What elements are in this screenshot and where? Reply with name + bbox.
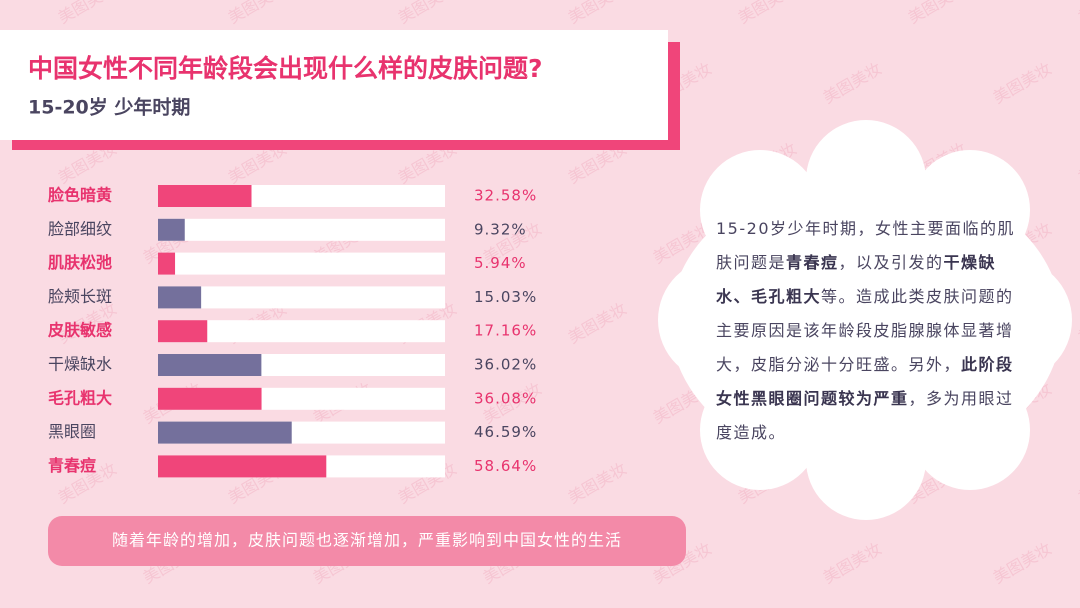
bar (158, 354, 262, 376)
watermark: 美图美妆 (820, 59, 885, 107)
value-label: 36.02% (474, 356, 537, 374)
bar-track (158, 320, 445, 343)
footer-banner (48, 516, 686, 566)
bar (158, 252, 176, 275)
watermark: 美图美妆 (565, 299, 630, 347)
bar (158, 455, 327, 478)
watermark: 美图美妆 (905, 0, 970, 27)
bar-track (158, 286, 445, 309)
subtitle: 15-20岁 少年时期 (28, 96, 190, 119)
watermark: 美图美妆 (55, 0, 120, 27)
description-text: 等。造成此类皮肤问题的主要原因是该年龄段皮脂腺腺体显著增大，皮脂分泌十分旺盛。另… (716, 287, 1014, 374)
value-label: 36.08% (474, 389, 537, 407)
description-emphasis: 青春痘 (786, 253, 839, 272)
category-label: 脸色暗黄 (48, 186, 112, 205)
header-box (0, 30, 668, 140)
category-label: 肌肤松弛 (48, 253, 112, 272)
value-label: 5.94% (474, 254, 527, 272)
category-label: 干燥缺水 (48, 355, 112, 374)
watermark: 美图美妆 (1075, 459, 1080, 507)
bar (158, 218, 185, 241)
title: 中国女性不同年龄段会出现什么样的皮肤问题? (28, 54, 543, 83)
footer-text: 随着年龄的增加，皮肤问题也逐渐增加，严重影响到中国女性的生活 (112, 531, 622, 550)
category-label: 皮肤敏感 (47, 321, 112, 340)
value-label: 58.64% (474, 457, 537, 475)
value-label: 15.03% (474, 288, 537, 306)
description-emphasis: 干燥缺水、毛孔粗大 (716, 253, 997, 306)
watermark: 美图美妆 (1075, 299, 1080, 347)
bar-track (158, 252, 445, 275)
watermark: 美图美妆 (1075, 139, 1080, 187)
watermark: 美图美妆 (990, 539, 1055, 587)
category-label: 毛孔粗大 (48, 388, 112, 407)
bar-track (158, 218, 445, 241)
watermark: 美图美妆 (735, 0, 800, 27)
value-label: 17.16% (474, 322, 537, 340)
value-label: 9.32% (474, 220, 527, 238)
watermark: 美图美妆 (565, 459, 630, 507)
description-emphasis: 此阶段女性黑眼圈问题较为严重 (716, 355, 1014, 408)
description: 15-20岁少年时期，女性主要面临的肌肤问题是青春痘，以及引发的干燥缺水、毛孔粗… (716, 212, 1016, 450)
description-text: ，多为用眼过度造成。 (716, 389, 1014, 442)
category-label: 脸颊长斑 (48, 287, 112, 306)
watermark: 美图美妆 (1075, 0, 1080, 27)
watermark: 美图美妆 (565, 0, 630, 27)
bar (158, 286, 202, 309)
bar (158, 387, 262, 410)
watermark: 美图美妆 (820, 539, 885, 587)
watermark: 美图美妆 (395, 0, 460, 27)
watermark: 美图美妆 (990, 59, 1055, 107)
bar (158, 421, 292, 444)
bar (158, 320, 208, 343)
value-label: 46.59% (474, 423, 537, 441)
description-text: 15-20岁少年时期，女性主要面临的肌肤问题是 (716, 219, 1015, 272)
category-label: 黑眼圈 (48, 422, 96, 441)
category-label: 青春痘 (48, 456, 96, 475)
description-text: ，以及引发的 (838, 253, 944, 272)
bar (158, 185, 252, 207)
cloud (658, 120, 1072, 520)
value-label: 32.58% (474, 187, 537, 205)
category-label: 脸部细纹 (48, 219, 112, 238)
watermark: 美图美妆 (225, 0, 290, 27)
